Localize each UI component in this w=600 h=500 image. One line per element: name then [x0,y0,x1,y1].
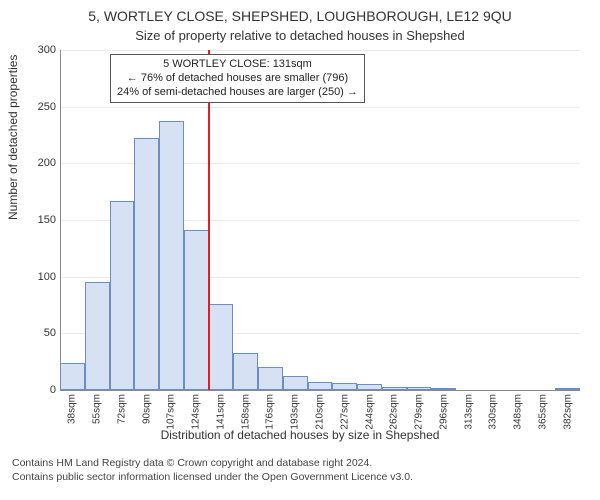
histogram-bar [407,387,432,390]
histogram-bar [233,353,258,390]
y-tick-label: 250 [38,101,56,113]
y-gridline [60,107,580,108]
histogram-bar [134,138,159,390]
histogram-bar [209,304,234,390]
y-axis-line [60,50,61,390]
x-tick-label: 141sqm [215,394,226,430]
annotation-line: 24% of semi-detached houses are larger (… [117,86,358,100]
x-tick-label: 193sqm [290,394,301,430]
x-tick-label: 348sqm [513,394,524,430]
annotation-line: ← 76% of detached houses are smaller (79… [117,72,358,86]
x-tick-label: 124sqm [191,394,202,430]
x-axis-line [60,390,580,391]
histogram-bar [555,388,580,390]
x-tick-label: 296sqm [438,394,449,430]
y-tick-label: 50 [44,327,56,339]
page-title: 5, WORTLEY CLOSE, SHEPSHED, LOUGHBOROUGH… [0,8,600,24]
y-tick-label: 200 [38,157,56,169]
x-tick-label: 313sqm [463,394,474,430]
x-tick-label: 38sqm [67,394,78,424]
histogram-bar [332,383,357,390]
y-tick-label: 150 [38,214,56,226]
x-tick-label: 107sqm [166,394,177,430]
histogram-bar [258,367,283,390]
x-tick-label: 244sqm [364,394,375,430]
histogram-bar [85,282,110,390]
x-tick-label: 55sqm [92,394,103,424]
x-tick-label: 90sqm [141,394,152,424]
x-tick-label: 330sqm [488,394,499,430]
x-tick-label: 279sqm [414,394,425,430]
histogram-bar [431,388,456,390]
x-tick-label: 210sqm [315,394,326,430]
x-tick-label: 262sqm [389,394,400,430]
histogram-bar [110,201,135,390]
x-tick-label: 72sqm [116,394,127,424]
histogram-bar [357,384,382,390]
footer-line-1: Contains HM Land Registry data © Crown c… [12,456,588,470]
x-tick-label: 176sqm [265,394,276,430]
x-tick-label: 158sqm [240,394,251,430]
histogram-bar [382,387,407,390]
x-tick-label: 365sqm [537,394,548,430]
footer-line-2: Contains public sector information licen… [12,470,588,484]
chart-container: 5, WORTLEY CLOSE, SHEPSHED, LOUGHBOROUGH… [0,0,600,500]
y-gridline [60,50,580,51]
page-subtitle: Size of property relative to detached ho… [0,28,600,43]
footer-attribution: Contains HM Land Registry data © Crown c… [0,450,600,484]
histogram-bar [308,382,333,390]
histogram-bar [184,230,209,390]
y-tick-label: 0 [50,384,56,396]
histogram-bar [283,376,308,390]
annotation-box: 5 WORTLEY CLOSE: 131sqm← 76% of detached… [110,54,365,103]
annotation-line: 5 WORTLEY CLOSE: 131sqm [117,58,358,72]
histogram-bar [159,121,184,390]
y-axis-label: Number of detached properties [6,55,20,220]
x-axis-label: Distribution of detached houses by size … [0,428,600,442]
histogram-bar [60,363,85,390]
y-tick-label: 100 [38,271,56,283]
x-tick-label: 227sqm [339,394,350,430]
plot-area: 5 WORTLEY CLOSE: 131sqm← 76% of detached… [60,50,580,390]
x-tick-label: 382sqm [562,394,573,430]
y-tick-label: 300 [38,44,56,56]
